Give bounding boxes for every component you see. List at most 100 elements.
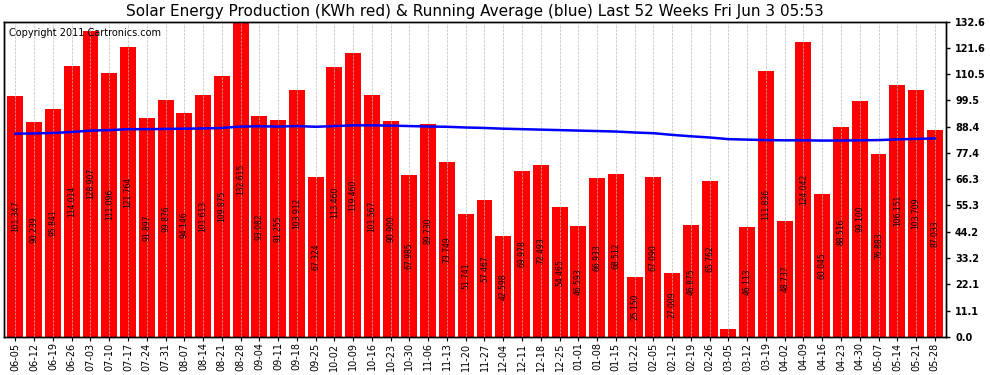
Bar <box>457 214 473 337</box>
Bar <box>195 95 211 337</box>
Text: 90.239: 90.239 <box>30 216 39 243</box>
Bar <box>870 154 886 337</box>
Bar <box>233 22 248 337</box>
Text: 119.460: 119.460 <box>348 179 357 211</box>
Bar <box>439 162 455 337</box>
Bar <box>570 226 586 337</box>
Bar <box>908 90 924 337</box>
Bar <box>420 124 437 337</box>
Text: 111.096: 111.096 <box>105 189 114 220</box>
Text: 73.749: 73.749 <box>443 236 451 262</box>
Text: 90.900: 90.900 <box>386 216 395 242</box>
Bar <box>327 67 343 337</box>
Text: 99.100: 99.100 <box>855 206 864 232</box>
Text: 95.841: 95.841 <box>49 210 57 236</box>
Text: 111.836: 111.836 <box>761 188 770 219</box>
Text: 25.150: 25.150 <box>630 294 640 320</box>
Bar <box>514 171 530 337</box>
Bar <box>157 99 173 337</box>
Bar <box>683 225 699 337</box>
Bar <box>120 48 136 337</box>
Text: 88.516: 88.516 <box>837 219 845 245</box>
Bar <box>383 121 399 337</box>
Bar <box>814 194 831 337</box>
Bar <box>589 178 605 337</box>
Bar <box>608 174 624 337</box>
Bar <box>402 175 418 337</box>
Bar <box>777 221 793 337</box>
Bar <box>889 85 905 337</box>
Bar <box>627 277 643 337</box>
Text: Copyright 2011 Cartronics.com: Copyright 2011 Cartronics.com <box>9 28 161 38</box>
Text: 113.460: 113.460 <box>330 186 339 218</box>
Text: 42.598: 42.598 <box>499 273 508 300</box>
Bar <box>533 165 548 337</box>
Text: 124.042: 124.042 <box>799 174 808 205</box>
Text: 103.709: 103.709 <box>912 198 921 230</box>
Bar <box>176 113 192 337</box>
Bar <box>101 73 117 337</box>
Bar <box>139 118 154 337</box>
Text: 106.151: 106.151 <box>893 195 902 226</box>
Text: 46.875: 46.875 <box>686 268 695 294</box>
Text: 67.985: 67.985 <box>405 243 414 269</box>
Bar <box>270 120 286 337</box>
Bar <box>495 236 511 337</box>
Text: 87.033: 87.033 <box>931 220 940 247</box>
Text: 46.593: 46.593 <box>574 268 583 295</box>
Text: 67.324: 67.324 <box>311 244 320 270</box>
Bar <box>833 126 849 337</box>
Bar <box>82 30 98 337</box>
Text: 72.493: 72.493 <box>537 237 545 264</box>
Text: 109.875: 109.875 <box>218 190 227 222</box>
Bar <box>645 177 661 337</box>
Bar <box>702 181 718 337</box>
Text: 99.876: 99.876 <box>161 205 170 231</box>
Text: 91.255: 91.255 <box>273 215 282 242</box>
Bar <box>63 66 79 337</box>
Text: 51.741: 51.741 <box>461 262 470 289</box>
Text: 67.090: 67.090 <box>648 244 658 270</box>
Text: 66.933: 66.933 <box>593 244 602 271</box>
Text: 94.146: 94.146 <box>180 212 189 238</box>
Bar <box>346 53 361 337</box>
Text: 132.615: 132.615 <box>236 164 246 195</box>
Bar <box>26 122 43 337</box>
Bar <box>8 96 24 337</box>
Bar <box>740 227 755 337</box>
Bar <box>251 116 267 337</box>
Text: 101.613: 101.613 <box>199 201 208 232</box>
Text: 128.907: 128.907 <box>86 168 95 200</box>
Bar <box>308 177 324 337</box>
Bar <box>927 130 942 337</box>
Text: 93.082: 93.082 <box>254 213 264 240</box>
Bar <box>851 101 867 337</box>
Text: 60.045: 60.045 <box>818 252 827 279</box>
Text: 27.009: 27.009 <box>667 291 676 318</box>
Bar <box>721 329 737 337</box>
Bar <box>289 90 305 337</box>
Bar <box>551 207 567 337</box>
Text: 89.730: 89.730 <box>424 217 433 244</box>
Bar <box>758 71 774 337</box>
Text: 54.465: 54.465 <box>555 259 564 285</box>
Title: Solar Energy Production (KWh red) & Running Average (blue) Last 52 Weeks Fri Jun: Solar Energy Production (KWh red) & Runn… <box>127 4 824 19</box>
Bar <box>796 42 812 337</box>
Text: 103.912: 103.912 <box>292 198 301 229</box>
Bar <box>45 109 61 337</box>
Text: 114.014: 114.014 <box>67 186 76 217</box>
Text: 46.113: 46.113 <box>742 269 751 296</box>
Text: 68.512: 68.512 <box>612 242 621 268</box>
Text: 101.347: 101.347 <box>11 201 20 232</box>
Text: 121.764: 121.764 <box>124 177 133 208</box>
Bar <box>364 96 380 337</box>
Bar <box>664 273 680 337</box>
Text: 69.978: 69.978 <box>518 240 527 267</box>
Bar <box>476 200 492 337</box>
Text: 57.467: 57.467 <box>480 255 489 282</box>
Text: 48.737: 48.737 <box>780 266 789 292</box>
Text: 65.762: 65.762 <box>705 245 714 272</box>
Bar <box>214 76 230 337</box>
Text: 91.897: 91.897 <box>143 214 151 241</box>
Text: 101.567: 101.567 <box>367 201 376 232</box>
